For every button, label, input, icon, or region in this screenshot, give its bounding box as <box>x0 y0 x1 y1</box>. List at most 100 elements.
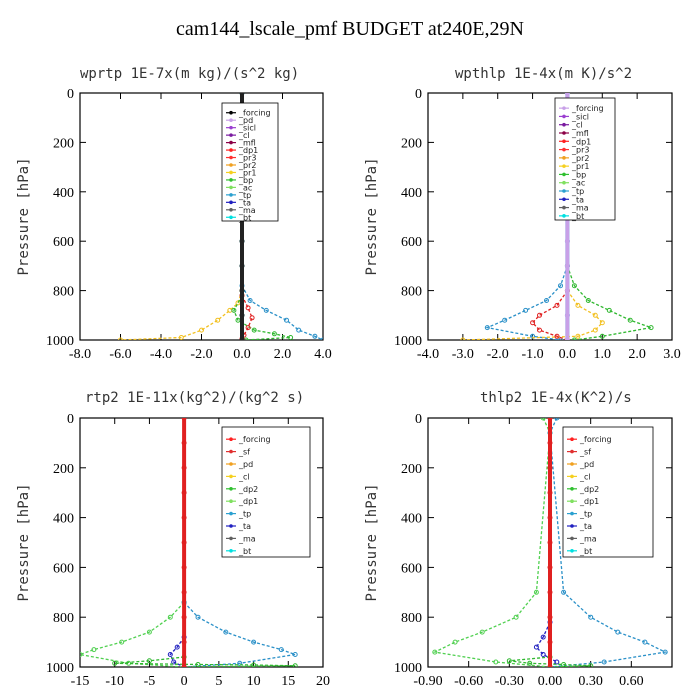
legend-entry: _bt <box>238 547 251 556</box>
legend-marker <box>229 140 233 145</box>
legend-entry: _forcing <box>571 104 604 113</box>
data-point <box>118 337 123 340</box>
x-tick-label: 10 <box>247 674 261 689</box>
data-point <box>523 307 529 313</box>
y-tick-label: 1000 <box>46 334 74 349</box>
legend-marker <box>229 536 233 541</box>
series-line-dp1 <box>531 290 568 340</box>
legend-marker <box>562 172 566 177</box>
series-group <box>432 418 668 667</box>
data-point <box>239 337 245 340</box>
figure-title: cam144_lscale_pmf BUDGET at240E,29N <box>176 18 524 40</box>
data-point <box>239 93 245 96</box>
y-tick-label: 1000 <box>394 334 422 349</box>
data-point <box>502 317 508 323</box>
legend-entry: _dp1 <box>579 497 599 506</box>
x-tick-label: -10 <box>105 674 124 689</box>
subplot-4: thlp2 1E-4x(K^2)/s Pressure [hPa] 0 200 400 6… <box>364 390 673 689</box>
subplot-2: wpthlp 1E-4x(m K)/s^2 Pressure [hPa] 0 200 4… <box>364 66 681 362</box>
y-axis-label: Pressure [hPa] <box>16 483 32 601</box>
legend-marker <box>229 549 233 553</box>
legend-entry: _pr1 <box>571 162 589 171</box>
series-line-ac <box>566 265 654 340</box>
series-line-tp <box>183 601 296 667</box>
legend-entry: _sf <box>238 448 250 457</box>
legend-marker <box>229 178 233 182</box>
legend-entry: _dp1 <box>238 497 258 506</box>
data-point <box>247 298 253 303</box>
data-point <box>112 660 118 666</box>
x-tick-label: 0.0 <box>559 347 577 362</box>
legend-entry: _pd <box>238 116 253 125</box>
subplot-1: wprtp 1E-7x(m kg)/(s^2 kg) Pressure [hPa]… <box>16 66 332 362</box>
data-point <box>263 307 269 313</box>
series-line-ac <box>233 295 291 340</box>
x-tick-label: 0.30 <box>578 674 603 689</box>
legend-entry: _ma <box>238 534 256 543</box>
x-tick-label: 3.0 <box>663 347 681 362</box>
data-point <box>284 317 289 323</box>
data-point <box>288 335 294 340</box>
data-point <box>547 418 553 421</box>
series-line-dp2 <box>509 656 591 667</box>
data-point <box>547 614 553 620</box>
data-point <box>479 629 485 635</box>
data-point <box>292 652 298 657</box>
legend: _forcing _sf _pd _cl _dp2 _dp1 _tp _ta _ma _bt <box>562 426 654 558</box>
data-point <box>167 652 173 657</box>
data-point <box>239 238 245 244</box>
legend-marker <box>562 156 566 160</box>
legend-marker <box>570 487 574 491</box>
x-tick-label: 4.0 <box>314 347 332 362</box>
data-point <box>199 327 204 333</box>
legend-marker <box>229 215 233 220</box>
legend-marker <box>562 164 566 168</box>
x-tick-label: -4.0 <box>417 347 439 362</box>
data-point <box>564 263 570 269</box>
legend-marker <box>229 462 233 466</box>
x-tick-label: 20 <box>316 674 330 689</box>
legend-marker <box>229 524 233 528</box>
data-point <box>561 589 567 595</box>
data-point <box>181 564 187 570</box>
legend-marker <box>229 118 233 122</box>
data-point <box>606 307 612 313</box>
data-point <box>195 662 201 667</box>
legend-entry: _ta <box>579 522 592 531</box>
legend-box <box>562 426 654 558</box>
data-point <box>181 589 187 595</box>
legend-marker <box>562 197 566 202</box>
legend-marker <box>562 214 566 218</box>
y-tick-label: 800 <box>53 285 74 300</box>
legend-marker <box>562 114 566 119</box>
legend-entry: _mfl <box>571 129 589 138</box>
legend-entry: _tp <box>238 510 251 519</box>
data-point <box>547 564 553 570</box>
legend-entry: _tp <box>238 191 251 200</box>
data-point <box>239 288 245 294</box>
series-group <box>80 418 298 667</box>
data-point <box>588 663 594 667</box>
y-tick-label: 400 <box>53 512 74 527</box>
legend-marker <box>229 449 233 454</box>
legend-marker <box>562 205 566 210</box>
legend-entry: _cl <box>238 472 250 481</box>
y-tick-label: 800 <box>401 285 422 300</box>
data-point <box>239 263 245 269</box>
data-point <box>540 634 546 640</box>
legend-marker <box>570 437 574 442</box>
data-point <box>292 663 298 667</box>
series-line-tp <box>241 285 323 340</box>
data-point <box>547 589 553 595</box>
data-point <box>223 629 229 635</box>
data-point <box>547 440 553 446</box>
x-tick-label: 0.60 <box>619 674 644 689</box>
x-tick-label: 0 <box>181 674 188 689</box>
data-point <box>554 418 560 421</box>
data-point <box>484 325 490 331</box>
x-tick-label: 1.0 <box>594 347 612 362</box>
data-point <box>215 317 221 323</box>
data-point <box>181 540 187 545</box>
y-tick-label: 200 <box>53 462 74 477</box>
data-point <box>493 659 499 665</box>
